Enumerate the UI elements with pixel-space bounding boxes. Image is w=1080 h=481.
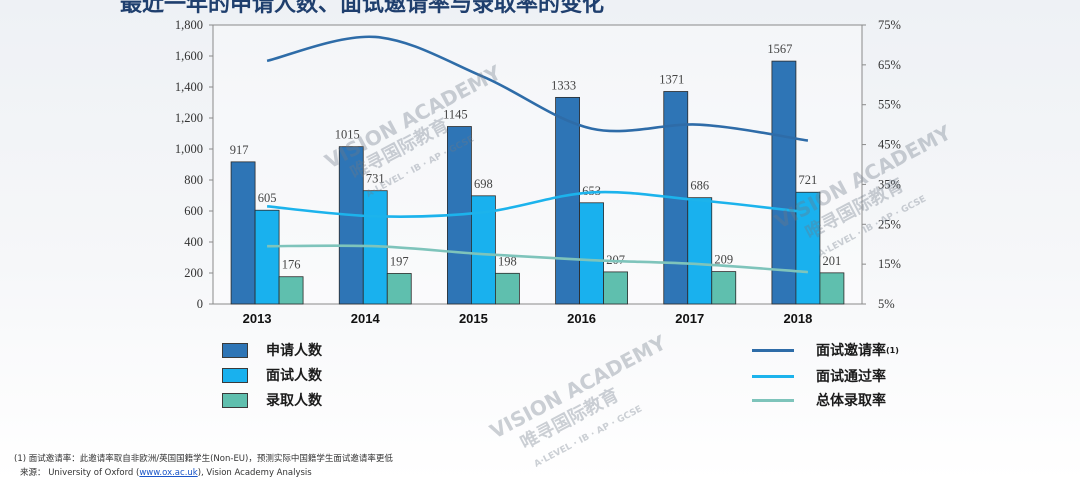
bar-admitted bbox=[495, 272, 520, 305]
plot-area bbox=[212, 24, 863, 305]
legend-item-invite-rate: 面试邀请率 (1) bbox=[752, 340, 899, 360]
bar-data-label: 1333 bbox=[551, 78, 576, 92]
y-tick-label: 1,600 bbox=[175, 49, 203, 63]
bar-data-label: 1145 bbox=[443, 108, 468, 122]
y-tick-label: 1,800 bbox=[175, 18, 203, 32]
bar-data-label: 698 bbox=[474, 177, 493, 191]
bar-applicants bbox=[771, 60, 797, 305]
bar-applicants bbox=[230, 161, 256, 305]
y2-tick-label: 65% bbox=[878, 58, 901, 72]
bar-data-label: 197 bbox=[390, 254, 409, 268]
y-tick-label: 400 bbox=[184, 235, 203, 249]
legend-label-applicants: 申请人数 bbox=[266, 343, 322, 359]
legend-swatch-admitted bbox=[222, 392, 248, 408]
bar-data-label: 653 bbox=[582, 184, 601, 198]
x-tick-label: 2014 bbox=[351, 311, 381, 326]
bar-interviewees bbox=[687, 197, 713, 305]
legend-label-invite-rate: 面试邀请率 bbox=[816, 343, 886, 359]
y2-tick-label: 35% bbox=[878, 177, 901, 191]
footnote-source: 来源： University of Oxford (www.ox.ac.uk),… bbox=[20, 466, 312, 478]
page-title: 最近一年的申请人数、面试邀请率与录取率的变化 bbox=[120, 0, 605, 17]
y-tick-label: 600 bbox=[184, 204, 203, 218]
legend-swatch-interviewees bbox=[222, 367, 248, 383]
legend-item-applicants: 申请人数 bbox=[222, 340, 322, 360]
bar-data-label: 731 bbox=[366, 172, 385, 186]
bar-admitted bbox=[819, 272, 845, 305]
bar-interviewees bbox=[471, 195, 496, 305]
y2-tick-label: 5% bbox=[878, 297, 895, 311]
bar-applicants bbox=[338, 146, 364, 305]
source-prefix: 来源： University of Oxford ( bbox=[20, 468, 140, 478]
bar-data-label: 1567 bbox=[767, 42, 792, 56]
source-link[interactable]: www.ox.ac.uk bbox=[139, 468, 198, 478]
y-tick-label: 0 bbox=[197, 297, 203, 311]
bar-interviewees bbox=[795, 191, 821, 305]
bar-applicants bbox=[555, 96, 580, 305]
bar-data-label: 686 bbox=[690, 179, 709, 193]
bar-admitted bbox=[711, 271, 737, 305]
legend-line-pass-rate bbox=[752, 374, 794, 378]
line-pass-rate bbox=[266, 190, 809, 218]
bar-data-label: 1015 bbox=[335, 128, 360, 142]
x-tick-label: 2016 bbox=[567, 311, 596, 326]
legend-item-admitted: 录取人数 bbox=[222, 390, 322, 410]
legend-line-admit-rate bbox=[752, 398, 794, 402]
y2-tick-label: 55% bbox=[878, 98, 901, 112]
legend-label-admitted: 录取人数 bbox=[266, 393, 322, 409]
bar-interviewees bbox=[579, 202, 604, 305]
bar-data-label: 721 bbox=[799, 173, 818, 187]
bar-admitted bbox=[386, 273, 412, 305]
legend-line-invite-rate bbox=[752, 348, 794, 352]
bar-data-label: 201 bbox=[823, 254, 842, 268]
legend-item-pass-rate: 面试通过率 bbox=[752, 366, 886, 386]
line-invite-rate bbox=[266, 35, 809, 142]
x-tick-label: 2015 bbox=[459, 311, 488, 326]
legend-label-pass-rate: 面试通过率 bbox=[816, 369, 886, 385]
bar-data-label: 917 bbox=[230, 143, 249, 157]
bar-data-label: 1371 bbox=[659, 72, 684, 86]
source-suffix: ), Vision Academy Analysis bbox=[197, 468, 312, 478]
footnote-note: (1) 面试邀请率：此邀请率取自非欧洲/英国国籍学生(Non-EU)，预测实际中… bbox=[14, 454, 393, 464]
y2-tick-label: 75% bbox=[878, 18, 901, 32]
legend-label-interviewees: 面试人数 bbox=[266, 368, 322, 384]
y-tick-label: 1,000 bbox=[175, 142, 203, 156]
x-tick-label: 2017 bbox=[675, 311, 704, 326]
y-tick-label: 1,400 bbox=[175, 80, 203, 94]
y-tick-label: 1,200 bbox=[175, 111, 203, 125]
bar-data-label: 605 bbox=[258, 191, 277, 205]
legend-footnote-marker: (1) bbox=[886, 345, 899, 355]
legend-swatch-applicants bbox=[222, 342, 248, 358]
y2-tick-label: 45% bbox=[878, 138, 901, 152]
legend-item-admit-rate: 总体录取率 bbox=[752, 390, 886, 410]
legend-label-admit-rate: 总体录取率 bbox=[816, 393, 886, 409]
bar-data-label: 209 bbox=[714, 253, 733, 267]
x-tick-label: 2018 bbox=[783, 311, 812, 326]
y-tick-label: 200 bbox=[184, 266, 203, 280]
bar-data-label: 198 bbox=[498, 254, 517, 268]
legend-item-interviewees: 面试人数 bbox=[222, 365, 322, 385]
bar-admitted bbox=[278, 276, 304, 305]
x-tick-label: 2013 bbox=[243, 311, 272, 326]
y2-tick-label: 25% bbox=[878, 217, 901, 231]
y2-tick-label: 15% bbox=[878, 257, 901, 271]
line-admit-rate bbox=[267, 244, 809, 274]
bar-data-label: 176 bbox=[282, 258, 301, 272]
bar-admitted bbox=[603, 271, 628, 305]
y-tick-label: 800 bbox=[184, 173, 203, 187]
bar-interviewees bbox=[254, 209, 280, 305]
